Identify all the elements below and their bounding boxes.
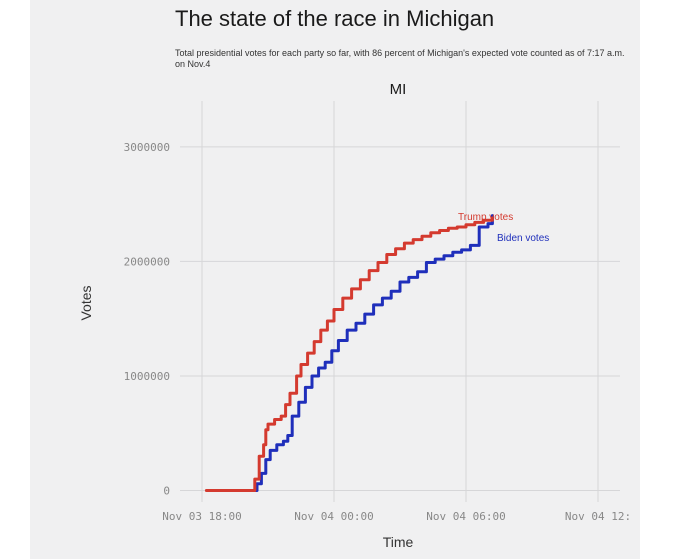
y-tick-label: 3000000 (124, 141, 170, 154)
x-tick-label: Nov 03 18:00 (162, 510, 241, 523)
series-layer (204, 214, 494, 492)
y-axis-title: Votes (78, 285, 94, 320)
y-tick-label: 1000000 (124, 370, 170, 383)
tick-labels: 0 1000000 2000000 3000000 Nov 03 18:00 Nov 04… (124, 141, 631, 523)
chart-subtitle: Total presidential votes for each party … (175, 48, 625, 69)
chart-title: The state of the race in Michigan (175, 6, 495, 31)
x-axis-title: Time (383, 534, 414, 550)
x-tick-label: Nov 04 06:00 (426, 510, 505, 523)
grid (180, 101, 620, 502)
trump-series-label: Trump votes (458, 212, 513, 223)
biden-series-label: Biden votes (497, 233, 549, 244)
x-tick-label: Nov 04 12: (565, 510, 631, 523)
x-tick-label: Nov 04 00:00 (294, 510, 373, 523)
y-tick-label: 0 (163, 485, 170, 498)
facet-label: MI (390, 81, 407, 98)
biden-votes-line (248, 214, 494, 492)
trump-votes-line (204, 216, 494, 492)
chart-panel (30, 0, 640, 559)
y-tick-label: 2000000 (124, 255, 170, 268)
